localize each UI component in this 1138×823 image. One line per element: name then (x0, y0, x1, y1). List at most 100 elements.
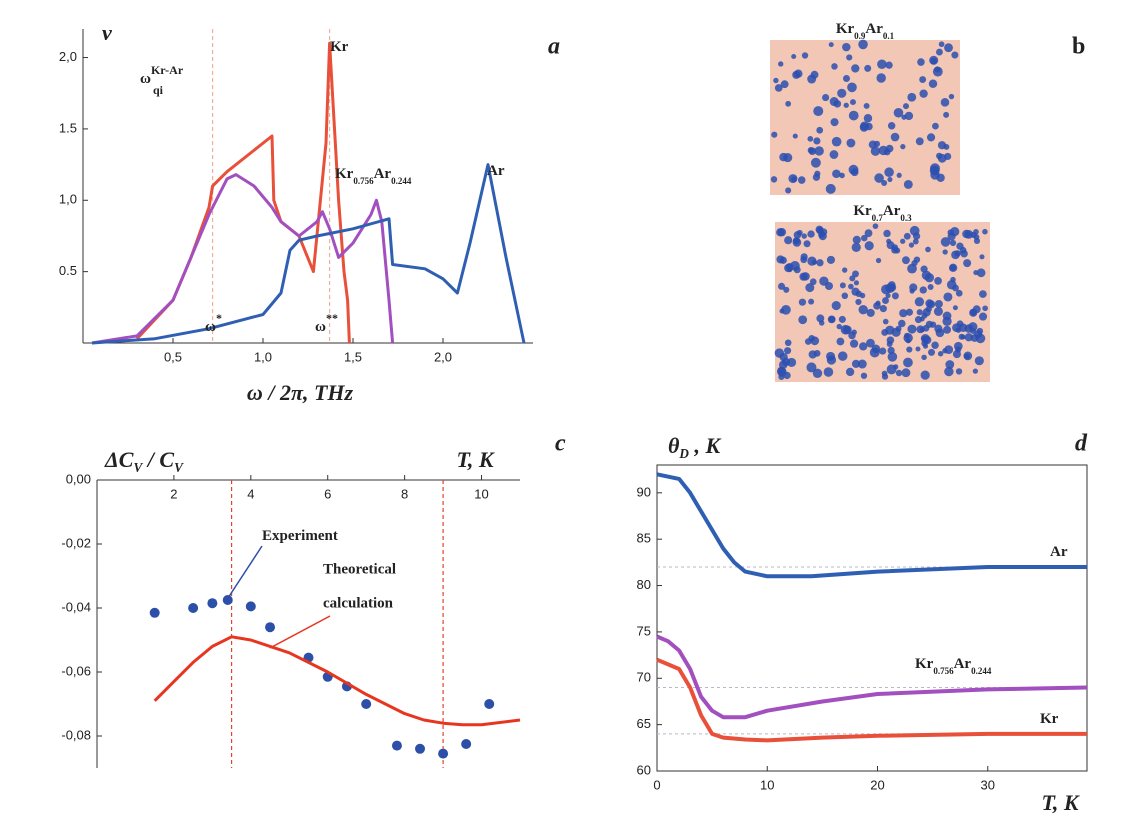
series-label: Kr (330, 39, 349, 55)
atom (792, 70, 801, 79)
atom (864, 64, 872, 72)
atom (850, 99, 856, 106)
atom (937, 153, 947, 163)
atom (858, 39, 868, 50)
atom (807, 256, 817, 266)
atom (903, 357, 913, 368)
annotation-part: qi (153, 83, 164, 97)
atom (837, 88, 847, 98)
atom (968, 322, 978, 332)
atom (904, 332, 910, 339)
y-axis-label-part: , K (689, 433, 722, 458)
atom (822, 94, 830, 102)
atom (964, 333, 973, 342)
atom (898, 319, 906, 328)
atom (777, 282, 786, 290)
x-tick-label: 0 (653, 777, 660, 792)
atom (934, 324, 943, 333)
atom (972, 368, 979, 374)
series-label-part: 0.756 (353, 176, 374, 186)
atom (946, 279, 957, 290)
caption-part: 0.9 (854, 31, 866, 41)
atom (846, 54, 853, 61)
annotation-part: ω (315, 319, 326, 335)
atom (979, 254, 985, 260)
atom (916, 309, 923, 316)
atom (944, 43, 953, 53)
atom (885, 61, 893, 69)
atom (857, 359, 867, 369)
atom (858, 305, 868, 315)
atom (873, 302, 881, 310)
arrow (269, 615, 331, 649)
x-tick-label: 10 (760, 777, 774, 792)
atom (907, 92, 917, 102)
series-label-part: Experiment (262, 528, 338, 544)
atom (963, 259, 972, 268)
atom (951, 51, 959, 59)
atom (975, 333, 986, 344)
atom (928, 79, 938, 88)
atom (807, 136, 814, 142)
atom (891, 246, 899, 254)
caption: Kr0.7Ar0.3 (853, 203, 912, 223)
caption-part: Kr (853, 203, 872, 219)
atom (955, 368, 963, 375)
atom (887, 176, 893, 183)
atom (960, 250, 968, 258)
atom (901, 368, 911, 378)
y-tick-label: 1,0 (59, 192, 77, 207)
atom (813, 137, 821, 145)
data-point (415, 743, 426, 754)
atom (784, 236, 793, 245)
atom (826, 355, 837, 365)
arrow (227, 545, 263, 599)
atom (785, 263, 794, 271)
annotation: ω* (205, 311, 222, 336)
atom (934, 277, 942, 285)
y-axis-label-part: / C (142, 447, 174, 472)
atom (796, 229, 803, 236)
series-label-part: 0.244 (391, 176, 412, 186)
atom (940, 237, 951, 247)
atom (882, 318, 889, 325)
atom (943, 325, 952, 334)
series-line (153, 635, 521, 727)
series-label-part: Kr (915, 656, 934, 672)
data-point (207, 598, 218, 609)
atom (833, 100, 842, 108)
atom (948, 263, 958, 273)
atom (920, 334, 930, 344)
atom (801, 52, 809, 59)
atom (926, 133, 936, 142)
atom (831, 300, 841, 311)
series-line (656, 657, 1087, 743)
atom (855, 290, 862, 298)
atom (877, 59, 887, 70)
atom (931, 341, 939, 350)
atom (914, 297, 925, 307)
atom (929, 321, 937, 328)
atom (924, 273, 935, 283)
atom (885, 292, 891, 299)
y-axis-label-part: θ (668, 433, 680, 458)
caption-part: Ar (865, 21, 883, 37)
y-tick-label: 75 (637, 623, 651, 638)
atom (836, 323, 842, 330)
y-tick-label: 90 (637, 484, 651, 499)
plot-frame (656, 464, 1088, 772)
atom (893, 107, 904, 118)
atom (906, 346, 913, 353)
atom (842, 42, 851, 52)
atom (969, 308, 978, 317)
y-tick-label: 60 (637, 762, 651, 777)
atom (919, 76, 927, 84)
panel-letter: a (548, 34, 560, 60)
data-point (188, 603, 199, 613)
atom (819, 276, 829, 286)
atom (778, 61, 784, 67)
atom (952, 323, 961, 333)
atom (951, 250, 960, 260)
y-tick-label: -0,06 (61, 663, 91, 678)
atom (828, 42, 834, 48)
